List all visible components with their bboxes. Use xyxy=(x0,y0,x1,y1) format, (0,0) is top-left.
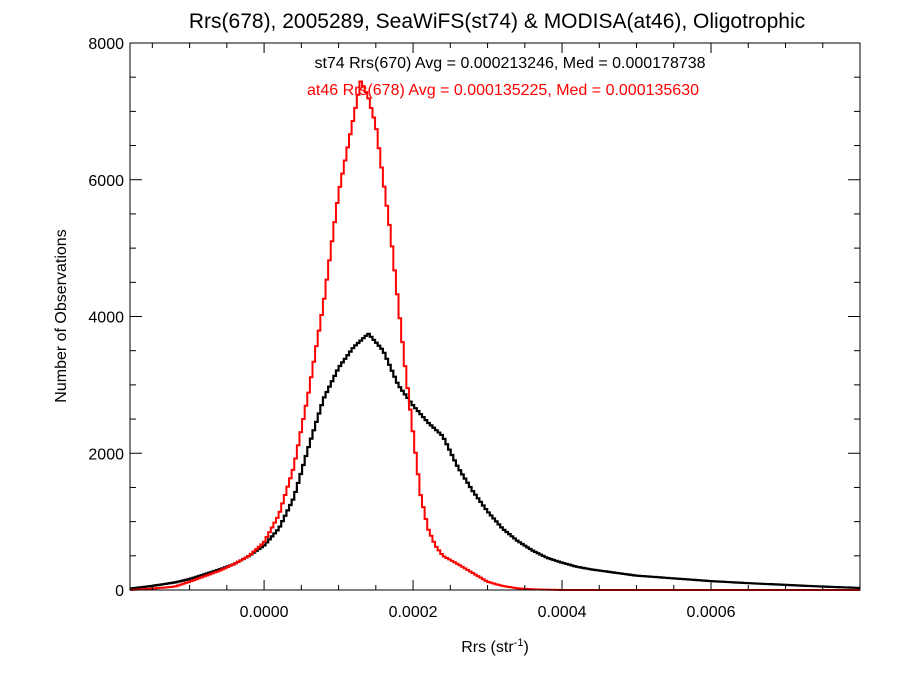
chart-title: Rrs(678), 2005289, SeaWiFS(st74) & MODIS… xyxy=(189,10,805,33)
annotation-st74: st74 Rrs(670) Avg = 0.000213246, Med = 0… xyxy=(314,55,705,72)
x-tick-label: 0.0002 xyxy=(389,604,438,621)
y-tick-label: 6000 xyxy=(88,173,124,190)
y-tick-label: 0 xyxy=(115,583,124,600)
x-axis-title-main: Rrs (str xyxy=(461,639,514,656)
y-tick-label: 8000 xyxy=(88,36,124,53)
y-tick-label: 2000 xyxy=(88,446,124,463)
x-axis-title-sup: -1 xyxy=(514,637,524,649)
ticks-layer: 0.0000 0.0002 0.0004 0.0006 0 2000 4000 6000 800… xyxy=(88,36,860,621)
annotation-at46: at46 Rrs(678) Avg = 0.000135225, Med = 0… xyxy=(307,82,699,99)
x-tick-label: 0.0000 xyxy=(240,604,289,621)
x-tick-label: 0.0004 xyxy=(538,604,587,621)
y-axis-title: Number of Observations xyxy=(53,229,70,402)
x-tick-label: 0.0006 xyxy=(687,604,736,621)
y-tick-label: 4000 xyxy=(88,310,124,327)
x-axis-title: Rrs (str-1) xyxy=(461,637,529,656)
x-axis-title-close: ) xyxy=(523,639,528,656)
